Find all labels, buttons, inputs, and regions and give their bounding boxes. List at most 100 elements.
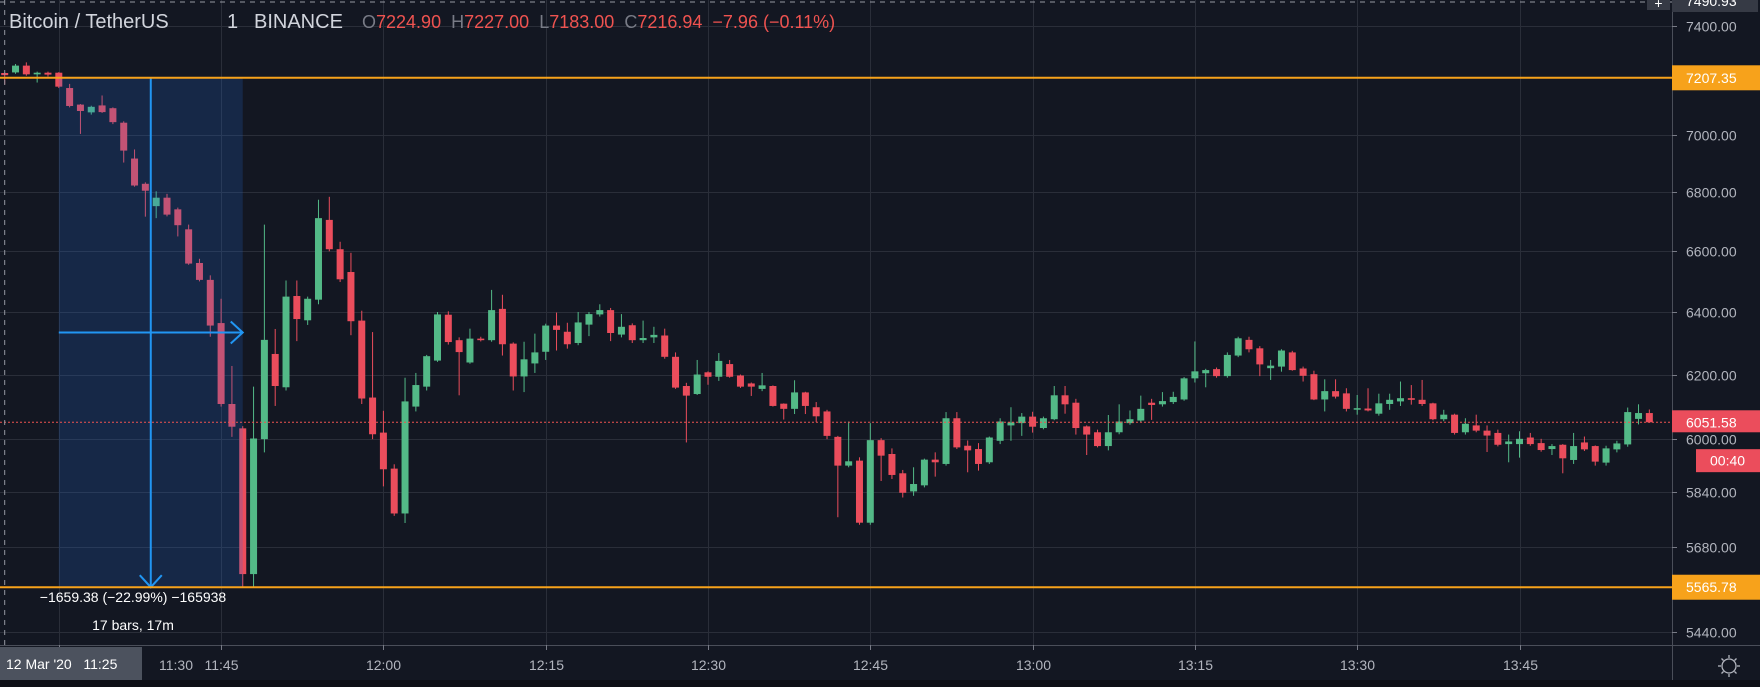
candle-body xyxy=(574,322,582,343)
candle-body xyxy=(553,325,561,330)
candle-body xyxy=(1613,443,1621,450)
price-tick-label: 7000.00 xyxy=(1686,128,1737,144)
candle-body xyxy=(1137,408,1145,421)
gear-icon[interactable] xyxy=(1718,655,1740,677)
candle xyxy=(1148,398,1156,420)
candle-body xyxy=(1364,408,1372,411)
candle-body xyxy=(412,385,420,407)
candle-body xyxy=(444,314,452,343)
candle-body xyxy=(1602,448,1610,463)
candle-body xyxy=(596,310,604,315)
candle-body xyxy=(704,372,712,377)
candle-body xyxy=(715,360,723,377)
ohlc-values: O7224.90 H7227.00 L7183.00 C7216.94 −7.9… xyxy=(362,9,835,35)
candle xyxy=(1094,429,1102,448)
time-tick-label: 12:45 xyxy=(853,657,888,673)
candle-body xyxy=(1559,444,1567,459)
candle xyxy=(174,207,182,237)
candle xyxy=(1288,350,1296,371)
candle xyxy=(1440,409,1448,422)
candle xyxy=(639,320,647,343)
high-value: 7227.00 xyxy=(464,12,530,32)
close-value: 7216.94 xyxy=(637,12,703,32)
time-ticks: 11:30 11:45 12:00 12:15 12:30 12:45 13:00 13:15… xyxy=(59,645,1538,673)
candle-body xyxy=(423,356,431,387)
candle-body xyxy=(163,197,171,215)
candle xyxy=(1299,366,1307,382)
candle-body xyxy=(639,337,647,341)
candle xyxy=(899,469,907,498)
time-tick-label: 12:15 xyxy=(529,657,564,673)
candle xyxy=(163,193,171,217)
candle xyxy=(498,294,506,356)
candle xyxy=(120,121,128,163)
candle-body xyxy=(953,418,961,448)
candle-body xyxy=(141,183,149,191)
candle-body xyxy=(1234,338,1242,356)
grid xyxy=(0,0,1672,645)
candle xyxy=(412,372,420,412)
open-key: O xyxy=(362,12,377,32)
symbol-name[interactable]: Bitcoin / TetherUS xyxy=(9,11,169,33)
candle xyxy=(76,104,84,134)
candle xyxy=(704,371,712,385)
horizontal-line-upper-label-box xyxy=(1672,65,1760,91)
candle-body xyxy=(1451,414,1459,433)
candle-body xyxy=(434,314,441,361)
candle-body xyxy=(1267,365,1275,369)
interval-label[interactable]: 1 xyxy=(227,11,239,33)
candle xyxy=(369,332,377,440)
candle-body xyxy=(1029,416,1037,427)
candle xyxy=(1505,434,1513,463)
high-key: H xyxy=(451,12,465,32)
low-key: L xyxy=(539,12,550,32)
candle-body xyxy=(1104,432,1112,447)
candle-body xyxy=(1115,421,1123,433)
candle-body xyxy=(661,335,669,357)
candle-body xyxy=(466,338,474,363)
candle-body xyxy=(1580,442,1588,450)
candle xyxy=(1548,444,1556,455)
candle xyxy=(693,359,701,395)
add-button[interactable] xyxy=(1647,0,1670,10)
candle xyxy=(672,352,680,389)
candle-body xyxy=(1461,423,1469,433)
candle-body xyxy=(1310,374,1318,400)
candle xyxy=(1223,352,1231,378)
candle xyxy=(401,377,409,524)
candle-body xyxy=(1624,412,1632,445)
time-tick-label: 11:45 xyxy=(205,657,239,673)
candle xyxy=(87,105,95,115)
candle-body xyxy=(769,386,777,406)
candle-body xyxy=(693,374,701,395)
candle xyxy=(985,436,993,464)
candle xyxy=(888,448,896,479)
candle-body xyxy=(1180,378,1188,400)
candle-body xyxy=(293,296,301,320)
candle xyxy=(812,402,820,423)
plus-icon[interactable]: + xyxy=(1654,0,1662,11)
candle xyxy=(185,224,193,265)
candle-body xyxy=(1039,418,1047,429)
candle-body xyxy=(650,334,658,338)
low-value: 7183.00 xyxy=(549,12,615,32)
crosshair-price-label-box xyxy=(1672,0,1758,12)
candle xyxy=(1180,377,1188,401)
last-price-label: 6051.58 xyxy=(1686,414,1737,430)
candle-body xyxy=(1007,422,1015,426)
candle xyxy=(1083,425,1091,455)
candle xyxy=(1451,413,1459,435)
candle-body xyxy=(1537,443,1545,451)
candle xyxy=(520,341,528,393)
countdown-label-box xyxy=(1696,449,1760,473)
time-axis[interactable]: 11:30 11:45 12:00 12:15 12:30 12:45 13:00 13:15… xyxy=(0,645,1760,687)
candle-body xyxy=(996,421,1004,441)
price-axis[interactable]: 7400.00 7000.00 6800.00 6600.00 6400.00 6200.… xyxy=(1647,0,1760,687)
candle xyxy=(358,310,366,404)
candle xyxy=(1386,393,1394,410)
candle xyxy=(228,365,236,437)
candle-body xyxy=(964,445,972,451)
candle-body xyxy=(1288,352,1296,371)
measure-tool[interactable] xyxy=(58,77,245,589)
